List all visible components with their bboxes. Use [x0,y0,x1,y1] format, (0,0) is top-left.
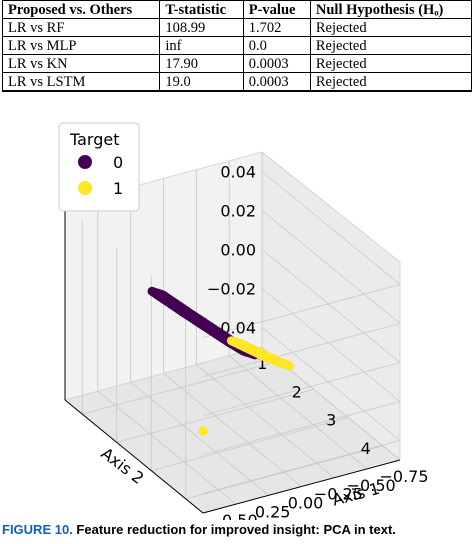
table-header-cell: T-statistic [159,0,244,19]
table-cell: 19.0 [159,72,244,92]
grid-line-x [163,373,302,487]
table-cell: Rejected [309,72,473,92]
legend-marker-1 [78,181,92,195]
table-cell: LR vs MLP [1,36,161,55]
table-cell: Rejected [309,18,473,37]
data-points [147,286,294,436]
table-header-cell: Null Hypothesis (Hₒ) [309,0,473,19]
table-cell: inf [159,36,244,55]
outlier-point [198,426,208,436]
legend-label-1: 1 [113,179,123,198]
table-cell: LR vs LSTM [1,72,161,92]
z-tick-label: 0.04 [220,163,256,182]
table-cell: LR vs KN [1,54,161,73]
grid-line-z [261,171,401,285]
axis-2-line [64,399,204,514]
z-tick-label: 0.02 [220,202,256,221]
table-row: LR vs LSTM 19.0 0.0003 Rejected [1,72,473,92]
table-cell: Rejected [309,54,473,73]
grid-line-x [196,364,335,478]
table-row: LR vs RF 108.99 1.702 Rejected [1,18,473,37]
table-cell: 0.0003 [242,72,311,92]
x-tick-label: −0.50 [347,476,396,495]
y-tick-label: 4 [361,439,371,458]
z-tick-label: 0.00 [220,241,256,260]
table-cell: Rejected [309,36,473,55]
figure-caption-label: FIGURE 10. [2,522,73,537]
axis-1-line [202,459,401,514]
data-point [274,357,284,367]
x-tick-label: −0.75 [379,467,428,486]
axis-1-label: Axis 1 [330,479,382,510]
grid-line-z [261,249,401,363]
table-cell: 1.702 [242,18,311,37]
grid-line-z [202,440,401,494]
x-tick-label: −0.25 [314,485,363,504]
stat-test-table: Proposed vs. Others T-statistic P-value … [1,0,473,92]
table-header-cell: Proposed vs. Others [1,0,161,19]
y-tick-label: 3 [326,411,336,430]
table-cell: 0.0 [242,36,311,55]
grid-line-z [202,284,401,338]
legend-label-0: 0 [113,153,123,172]
grid-line-x [228,355,368,470]
grid-line-x [130,382,269,496]
table-row: LR vs KN 17.90 0.0003 Rejected [1,54,473,73]
table-cell: 17.90 [159,54,244,73]
grid-line-z [202,401,401,455]
y-tick-label: 1 [257,354,267,373]
figure-caption: FIGURE 10. Feature reduction for improve… [2,522,472,537]
x-tick-label: 0.00 [288,494,324,513]
grid-line-z [261,210,401,324]
table-cell: LR vs RF [1,18,161,37]
legend: Target 0 1 [58,122,140,212]
x-tick-label: 0.50 [222,511,258,520]
x-tick-label: 0.25 [255,502,291,520]
grid-line-z [261,327,401,441]
table-header-cell: P-value [242,0,311,19]
grid-line-z [202,323,401,377]
z-tick-label: −0.02 [207,280,256,299]
table-header-row: Proposed vs. Others T-statistic P-value … [1,0,473,19]
table-row: LR vs MLP inf 0.0 Rejected [1,36,473,55]
table-cell: 0.0003 [242,54,311,73]
grid-line-z [261,288,401,402]
legend-marker-0 [78,155,92,169]
figure-caption-text: Feature reduction for improved insight: … [76,522,396,537]
table-cell: 108.99 [159,18,244,37]
grid-line-z [202,362,401,416]
tick-labels: −0.04−0.020.000.020.041234−0.75−0.50−0.2… [207,163,429,521]
legend-title: Target [69,130,120,149]
axis-lines [64,205,401,514]
pca-3d-scatter-chart: −0.04−0.020.000.020.041234−0.75−0.50−0.2… [58,122,429,521]
grid-line-x [97,390,237,505]
y-tick-label: 2 [292,382,302,401]
